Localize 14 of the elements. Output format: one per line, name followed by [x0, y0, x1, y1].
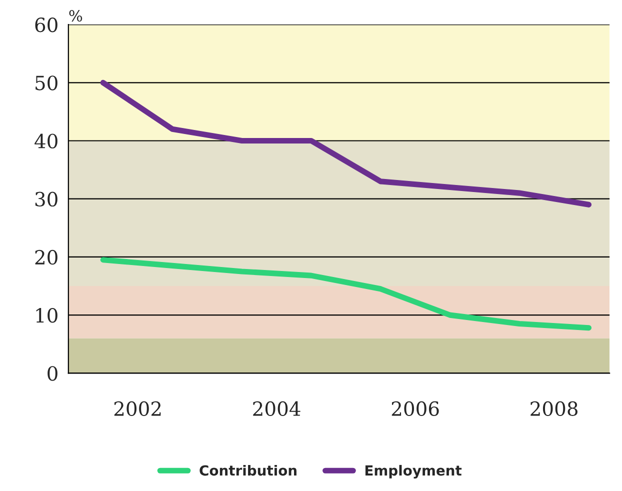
- y-tick-label: 0: [48, 366, 58, 381]
- y-tick-label: 40: [34, 134, 58, 148]
- x-tick-label: 2004: [253, 401, 300, 416]
- y-tick-label: 10: [36, 308, 58, 323]
- legend-label: Contribution: [200, 464, 296, 476]
- x-tick-label: 2006: [392, 401, 439, 416]
- legend-label: Employment: [365, 464, 462, 478]
- x-tick-label: 2002: [114, 401, 161, 416]
- y-tick-label: 30: [35, 192, 58, 207]
- y-axis-title: %: [69, 10, 82, 22]
- y-tick-label: 60: [35, 18, 58, 32]
- x-tick-label: 2008: [530, 401, 578, 416]
- y-tick-label: 50: [36, 76, 58, 90]
- y-tick-label: 20: [35, 250, 58, 265]
